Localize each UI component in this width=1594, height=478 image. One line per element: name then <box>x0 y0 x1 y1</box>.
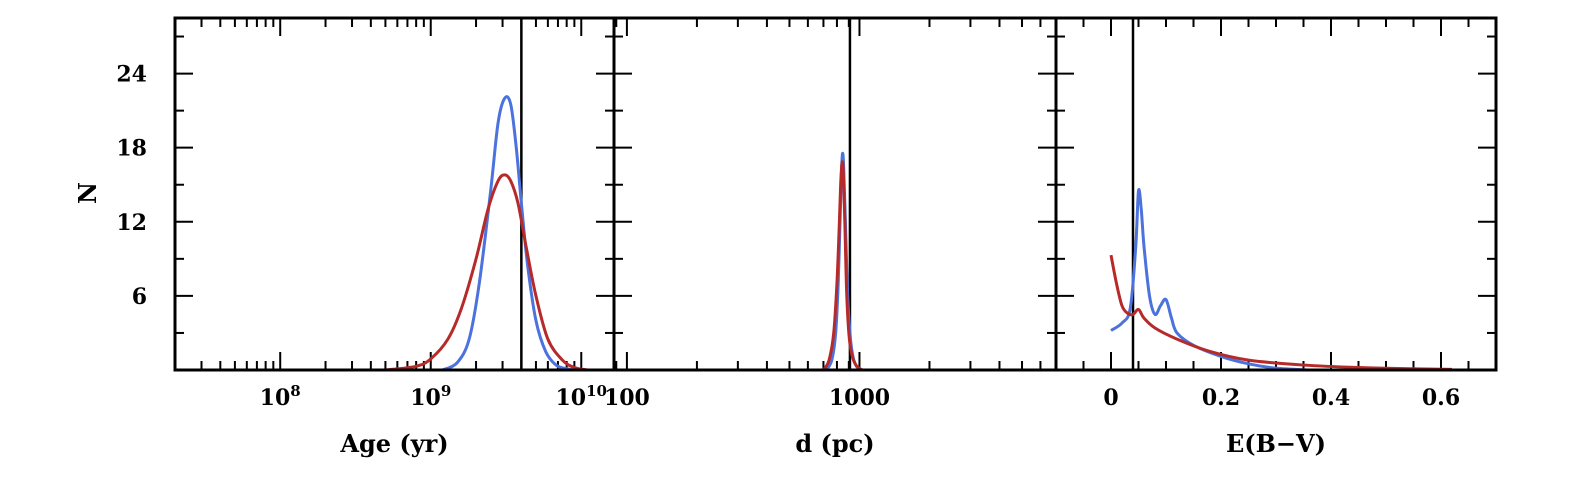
series-red-line <box>1109 254 1453 371</box>
x-tick-label: 100 <box>604 385 650 411</box>
x-tick-label: 0.2 <box>1202 385 1240 411</box>
y-tick-label: 24 <box>116 62 147 88</box>
x-tick-label: 1010 <box>556 382 608 411</box>
y-tick-label: 6 <box>132 284 147 310</box>
x-tick-label: 1000 <box>829 385 890 411</box>
x-axis-label: Age (yr) <box>339 429 448 458</box>
x-tick-label: 109 <box>410 382 451 411</box>
panel-frame <box>173 16 616 372</box>
x-tick-label: 108 <box>260 382 301 411</box>
panel-distance: 100 1000 d (pc) <box>604 16 1058 458</box>
series-red-line <box>822 160 864 372</box>
series-red-line <box>385 173 588 372</box>
x-axis-label: E(B−V) <box>1226 429 1326 458</box>
panels: 108 109 1010 Age (yr) 100 1000 d (pc) 0 0.2 0.4 0.… <box>116 16 1498 458</box>
x-tick-label: 0.4 <box>1312 385 1350 411</box>
y-tick-labels: 6 12 18 24 <box>116 62 147 310</box>
x-tick-label: 0 <box>1103 385 1118 411</box>
x-tick-label: 0.6 <box>1422 385 1460 411</box>
y-tick-label: 18 <box>116 136 147 162</box>
y-axis-label: N <box>73 182 102 204</box>
series-blue-line <box>1110 188 1310 372</box>
series-blue-line <box>441 95 575 372</box>
x-axis-label: d (pc) <box>795 429 874 458</box>
panel-frame <box>1054 16 1498 372</box>
y-tick-label: 12 <box>116 210 147 236</box>
panel-extinction: 0 0.2 0.4 0.6 E(B−V) <box>1054 16 1498 458</box>
panel-age: 108 109 1010 Age (yr) <box>173 16 616 458</box>
